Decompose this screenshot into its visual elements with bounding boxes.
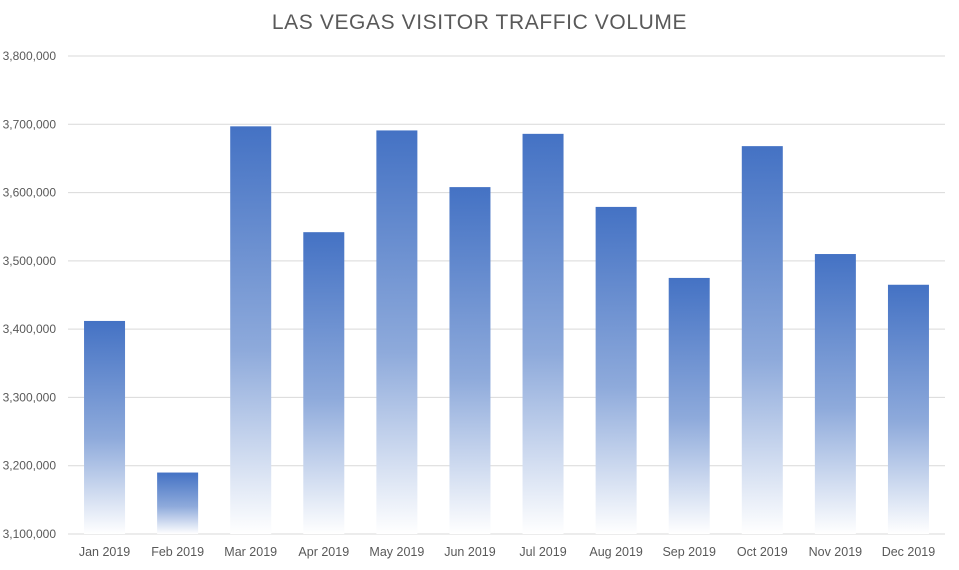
x-tick-label: Dec 2019 bbox=[882, 545, 936, 559]
bar-oct-2019 bbox=[741, 146, 783, 534]
bar-nov-2019 bbox=[814, 254, 856, 534]
x-tick-label: Oct 2019 bbox=[737, 545, 788, 559]
x-axis-labels: Jan 2019 Feb 2019 Mar 2019 Apr 2019 May 2019… bbox=[79, 545, 935, 559]
y-tick-label: 3,500,000 bbox=[3, 254, 57, 268]
y-tick-label: 3,700,000 bbox=[3, 117, 57, 131]
y-tick-label: 3,800,000 bbox=[3, 49, 57, 63]
y-tick-label: 3,100,000 bbox=[3, 527, 57, 541]
x-tick-label: Apr 2019 bbox=[298, 545, 349, 559]
y-tick-label: 3,300,000 bbox=[3, 390, 57, 404]
x-tick-label: Aug 2019 bbox=[589, 545, 643, 559]
y-tick-label: 3,400,000 bbox=[3, 322, 57, 336]
bars bbox=[84, 126, 929, 535]
bar-feb-2019 bbox=[157, 472, 199, 534]
bar-jan-2019 bbox=[84, 320, 126, 534]
bar-sep-2019 bbox=[668, 277, 710, 534]
bar-aug-2019 bbox=[595, 206, 637, 534]
bar-jun-2019 bbox=[449, 187, 491, 534]
x-tick-label: Feb 2019 bbox=[151, 545, 204, 559]
x-tick-label: Jul 2019 bbox=[519, 545, 566, 559]
x-tick-label: Nov 2019 bbox=[809, 545, 863, 559]
bar-jul-2019 bbox=[522, 133, 564, 535]
x-tick-label: Jun 2019 bbox=[444, 545, 495, 559]
bar-apr-2019 bbox=[303, 232, 345, 535]
bar-may-2019 bbox=[376, 130, 418, 534]
x-tick-label: Mar 2019 bbox=[224, 545, 277, 559]
x-tick-label: Jan 2019 bbox=[79, 545, 130, 559]
x-tick-label: Sep 2019 bbox=[662, 545, 716, 559]
x-tick-label: May 2019 bbox=[369, 545, 424, 559]
y-axis-labels: 3,100,000 3,200,000 3,300,000 3,400,000 3,50… bbox=[3, 49, 57, 541]
chart-title: LAS VEGAS VISITOR TRAFFIC VOLUME bbox=[271, 11, 688, 34]
gridlines bbox=[68, 55, 945, 535]
y-tick-label: 3,600,000 bbox=[3, 186, 57, 200]
y-tick-label: 3,200,000 bbox=[3, 459, 57, 473]
bar-mar-2019 bbox=[230, 126, 272, 534]
bar-dec-2019 bbox=[887, 284, 929, 534]
